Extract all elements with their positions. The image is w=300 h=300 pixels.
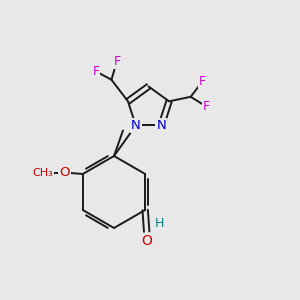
Text: F: F bbox=[113, 55, 120, 68]
Text: N: N bbox=[131, 119, 141, 132]
Text: O: O bbox=[141, 234, 152, 248]
Text: H: H bbox=[154, 217, 164, 230]
Text: O: O bbox=[59, 166, 70, 179]
Text: N: N bbox=[156, 119, 166, 132]
Text: F: F bbox=[199, 75, 206, 88]
Text: CH₃: CH₃ bbox=[33, 167, 54, 178]
Text: F: F bbox=[92, 65, 99, 78]
Text: F: F bbox=[203, 100, 210, 113]
